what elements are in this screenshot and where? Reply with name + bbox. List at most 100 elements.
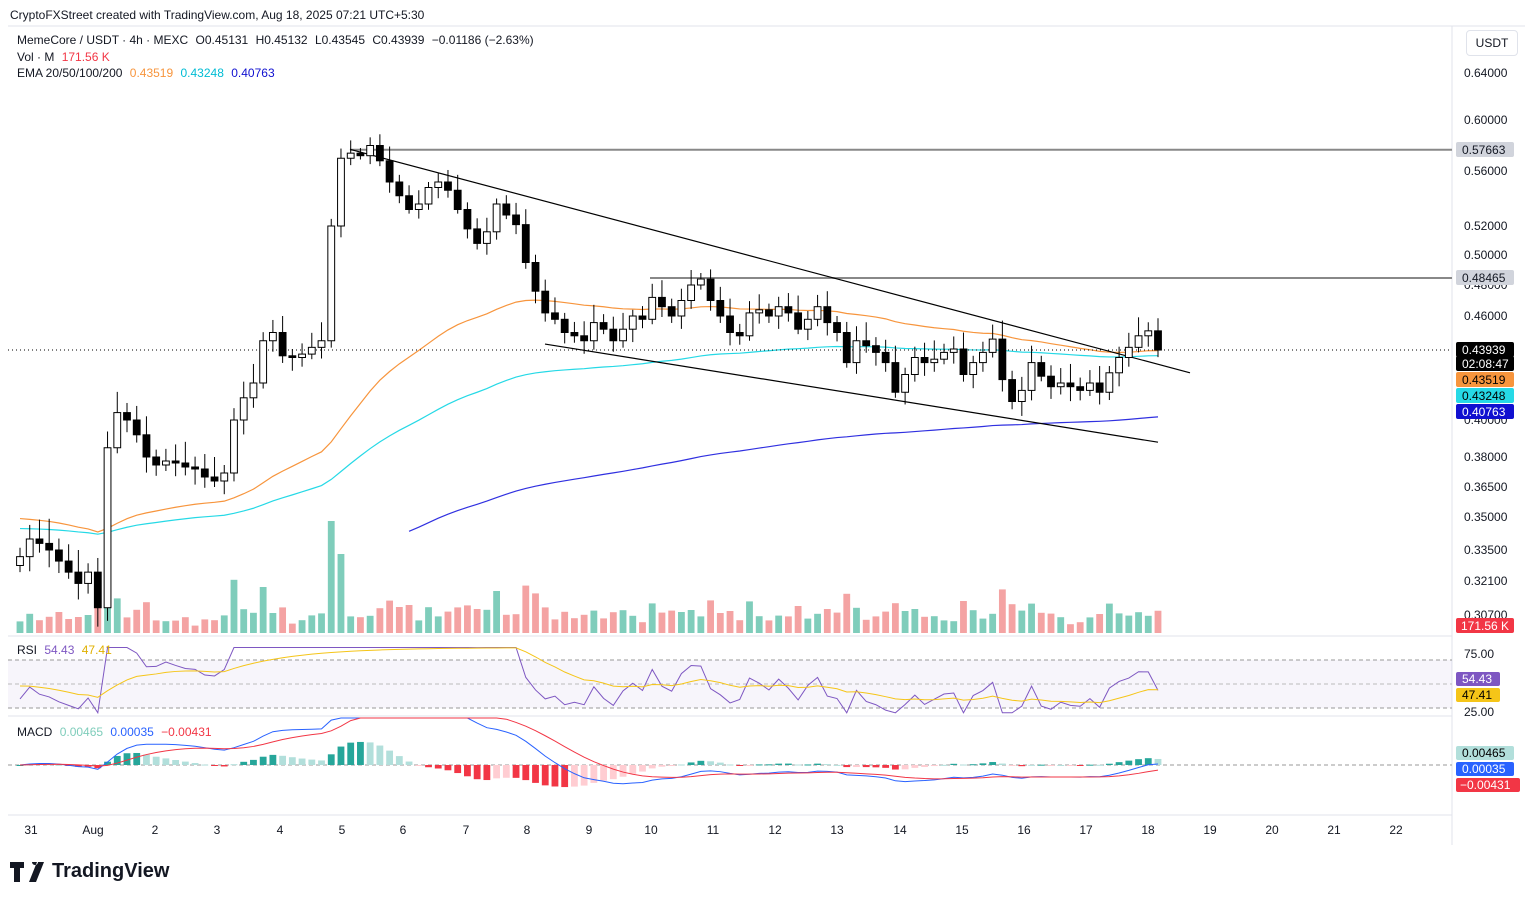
macd-hist-bar [1028, 764, 1035, 766]
symbol-name[interactable]: MemeCore / USDT · 4h · MEXC [17, 33, 189, 47]
volume-bar [55, 612, 63, 633]
price-tick-2: 0.56000 [1464, 164, 1508, 178]
volume-bar [804, 618, 812, 633]
volume-bar [571, 618, 578, 633]
price-label-bg-1 [1456, 270, 1514, 285]
macd-hist-bar [707, 761, 714, 765]
candle-body [337, 157, 345, 227]
ema-legend: EMA 20/50/100/200 0.43519 0.43248 0.4076… [17, 66, 279, 80]
price-tick-4: 0.50000 [1464, 248, 1508, 262]
candle-body [1105, 372, 1114, 393]
macd-hist-bar [901, 765, 909, 770]
x-tick-21: 21 [1327, 823, 1341, 837]
macd-hist-bar [1105, 763, 1113, 765]
candle-body [1056, 382, 1065, 388]
volume-bar [843, 593, 851, 633]
volume-bar [152, 620, 160, 633]
macd-hist-bar [619, 765, 627, 777]
rsi-ma-value: 47.41 [81, 643, 112, 657]
volume-bar [979, 618, 987, 633]
macd-hist-bar [522, 765, 530, 781]
macd-hist-bar [415, 765, 423, 766]
macd-hist-bar [1115, 762, 1123, 765]
macd-hist-bar [55, 764, 63, 766]
macd-hist-bar [444, 765, 452, 771]
volume-label[interactable]: Vol · M [17, 50, 55, 64]
candle-body [667, 306, 676, 317]
candle-body [638, 315, 647, 320]
candle-body [803, 318, 812, 330]
macd-hist-bar [288, 757, 296, 765]
candle-body [794, 312, 803, 330]
macd-hist-bar [113, 755, 121, 765]
rsi-value-label: 54.43 [1462, 672, 1492, 686]
ema-label[interactable]: EMA 20/50/100/200 [17, 66, 123, 80]
volume-bar [687, 610, 695, 633]
macd-hist-bar [639, 765, 646, 772]
macd-hist-bar [677, 764, 685, 766]
x-tick-1: Aug [82, 823, 103, 837]
macd-label[interactable]: MACD [17, 725, 53, 739]
volume-bar [911, 609, 919, 633]
macd-hist-bar [668, 765, 676, 767]
macd-hist-bar [716, 762, 724, 765]
macd-hist-bar [921, 765, 928, 768]
macd-hist-bar [347, 742, 355, 765]
volume-bar [201, 619, 209, 633]
candle-body [113, 412, 122, 449]
macd-hist-bar [191, 763, 199, 765]
candle-body [1095, 382, 1104, 393]
x-tick-12: 12 [768, 823, 782, 837]
candle-body [541, 290, 550, 314]
candle-body [940, 351, 948, 360]
macd-hist-bar [493, 765, 501, 779]
macd-hist-bar [425, 765, 432, 768]
volume-bar [814, 613, 821, 633]
price-tick-10: 0.38000 [1464, 450, 1508, 464]
macd-hist-bar [386, 750, 394, 765]
wedge-upper-line [349, 148, 1191, 374]
rsi-tick-75: 75.00 [1464, 647, 1494, 661]
volume-bar [784, 616, 792, 633]
rsi-legend: RSI 54.43 47.41 [17, 643, 116, 657]
macd-hist-bar [464, 765, 471, 777]
candle-body [288, 355, 297, 358]
volume-bar [240, 609, 248, 633]
volume-bar [415, 620, 423, 633]
volume-bar [1135, 612, 1142, 633]
macd-hist-bar [220, 765, 228, 767]
volume-bar [853, 607, 860, 633]
volume-bar [960, 601, 967, 633]
volume-bar [658, 612, 666, 633]
price-tick-6: 0.46000 [1464, 309, 1508, 323]
close-value: C0.43939 [372, 33, 425, 47]
candle-body [706, 278, 715, 301]
candle-body [268, 332, 277, 342]
macd-hist-bar [250, 759, 257, 765]
tradingview-logo[interactable]: TradingView [10, 860, 169, 883]
candle-body [220, 472, 229, 482]
volume-bar [162, 621, 170, 633]
macd-hist-bar [1125, 760, 1133, 765]
macd-hist-bar [930, 765, 938, 767]
volume-bar [668, 610, 676, 633]
candle-body [949, 348, 958, 353]
currency-selector[interactable]: USDT [1466, 30, 1518, 56]
macd-hist-bar [979, 763, 987, 765]
macd-hist-bar [104, 761, 111, 765]
macd-hist-bar [201, 764, 209, 766]
macd-hist-bar [376, 745, 384, 765]
volume-bar [308, 615, 316, 633]
candle-body [745, 312, 754, 337]
volume-bar [755, 616, 763, 633]
rsi-label[interactable]: RSI [17, 643, 38, 657]
volume-bar [823, 609, 831, 633]
macd-hist-bar [337, 746, 345, 765]
ema100-line [19, 345, 1159, 535]
volume-bar [395, 607, 403, 633]
volume-value: 171.56 K [61, 50, 110, 64]
candle-body [716, 300, 725, 317]
volume-bar [123, 617, 131, 633]
x-tick-19: 19 [1203, 823, 1217, 837]
